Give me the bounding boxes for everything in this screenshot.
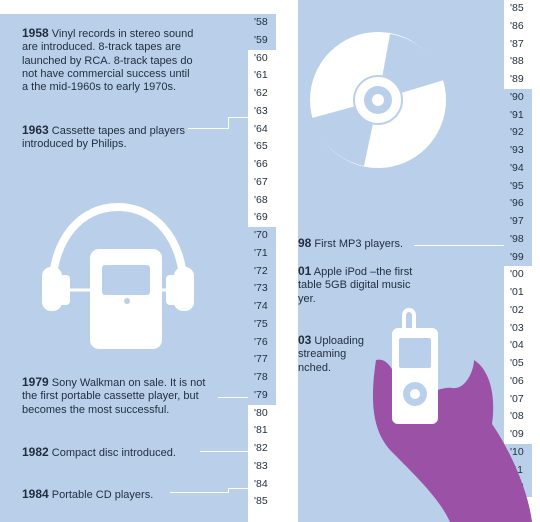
year-label-left: '85 — [248, 493, 276, 511]
year-label-right: '91 — [504, 106, 532, 125]
year-label-left: '76 — [248, 333, 276, 352]
year-label-left: '81 — [248, 422, 276, 440]
leader-line-1963-end — [229, 117, 248, 118]
leader-line-1984-end — [229, 488, 248, 489]
leader-line-1963-vertical — [228, 117, 229, 129]
leader-line-1963 — [188, 128, 228, 129]
year-label-left: '82 — [248, 440, 276, 458]
year-label-right: '85 — [504, 0, 532, 18]
year-label-right: '87 — [504, 35, 532, 54]
year-label-right: '00 — [504, 266, 532, 284]
year-label-left: '84 — [248, 475, 276, 494]
year-label-left: '67 — [248, 173, 276, 192]
year-label-left: '62 — [248, 85, 276, 103]
leader-line-1998 — [414, 245, 504, 246]
year-label-left: '58 — [248, 14, 276, 32]
year-label-left: '69 — [248, 209, 276, 227]
leader-line-1984 — [170, 492, 228, 493]
year-label-right: '04 — [504, 337, 532, 355]
year-label-right: '94 — [504, 159, 532, 178]
leader-line-1982 — [200, 451, 248, 452]
year-label-left: '77 — [248, 351, 276, 369]
year-label-right: '03 — [504, 319, 532, 338]
leader-line-1979 — [218, 397, 248, 398]
year-label-left: '80 — [248, 404, 276, 423]
cassette-player-icon — [90, 249, 162, 349]
event-1979: 1979 Sony Walkman on sale. It is not the… — [22, 375, 206, 416]
event-1958: 1958 Vinyl records in stereo sound are i… — [22, 26, 194, 94]
year-label-left: '68 — [248, 191, 276, 210]
year-label-left: '74 — [248, 298, 276, 316]
year-label-right: '07 — [504, 390, 532, 409]
year-column-left: '58'59'60'61'62'63'64'65'66'67'68'69'70 '… — [248, 14, 276, 511]
year-label-right: '98 — [504, 230, 532, 249]
year-label-right: '90 — [504, 88, 532, 107]
event-2001: 01 Apple iPod –the first table 5GB digit… — [298, 264, 413, 305]
event-1982: 1982 Compact disc introduced. — [22, 445, 176, 459]
event-1963: 1963 Cassette tapes and players introduc… — [22, 123, 186, 151]
year-label-left: '61 — [248, 67, 276, 85]
leader-line-1984-vertical — [228, 488, 229, 493]
year-label-left: '59 — [248, 31, 276, 50]
year-label-right: '09 — [504, 426, 532, 444]
compact-disc-icon — [310, 32, 446, 168]
year-column-right: '85'86'87'88'89'90'91'92'93'94'95'96'97 '… — [504, 0, 532, 497]
year-label-right: '93 — [504, 142, 532, 160]
year-label-right: '96 — [504, 195, 532, 213]
year-label-right: '95 — [504, 177, 532, 196]
year-label-left: '63 — [248, 102, 276, 121]
event-2003: 03 Uploading streaming nched. — [298, 333, 364, 374]
year-label-right: '97 — [504, 213, 532, 231]
year-label-left: '65 — [248, 138, 276, 156]
event-1984: 1984 Portable CD players. — [22, 487, 154, 501]
year-label-left: '71 — [248, 244, 276, 263]
hand-icon — [372, 359, 532, 522]
year-label-left: '64 — [248, 120, 276, 139]
year-label-left: '70 — [248, 227, 276, 245]
year-label-right: '89 — [504, 71, 532, 89]
year-label-left: '66 — [248, 156, 276, 174]
year-label-right: '86 — [504, 17, 532, 36]
year-label-right: '06 — [504, 372, 532, 391]
event-1998: 98 First MP3 players. — [298, 236, 404, 250]
ipod-icon — [392, 308, 438, 424]
year-label-left: '75 — [248, 315, 276, 334]
year-label-left: '79 — [248, 386, 276, 405]
year-label-right: '08 — [504, 408, 532, 426]
year-label-left: '72 — [248, 262, 276, 281]
year-label-right: '02 — [504, 301, 532, 320]
year-label-left: '73 — [248, 280, 276, 298]
year-label-left: '60 — [248, 49, 276, 68]
year-label-right: '92 — [504, 124, 532, 142]
year-label-left: '83 — [248, 457, 276, 476]
year-label-right: '88 — [504, 53, 532, 71]
year-label-right: '05 — [504, 355, 532, 373]
year-label-right: '01 — [504, 284, 532, 302]
year-label-right: '99 — [504, 248, 532, 267]
headphones-icon — [42, 202, 194, 349]
year-label-left: '78 — [248, 369, 276, 387]
